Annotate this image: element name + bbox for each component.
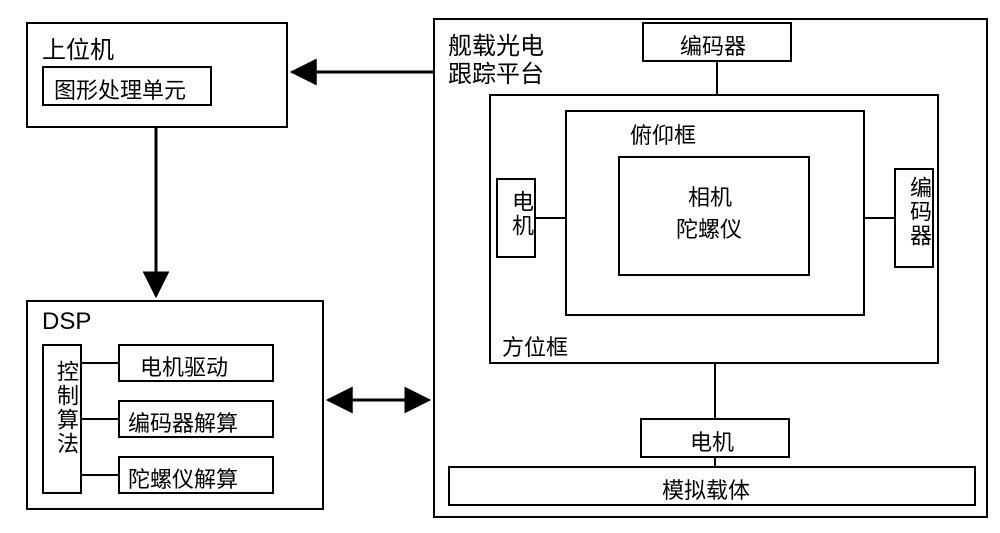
motor-drive-label: 电机驱动 bbox=[140, 350, 228, 382]
encoder-solve-label: 编码器解算 bbox=[128, 406, 238, 438]
azimuth-label: 方位框 bbox=[502, 330, 568, 362]
diagram-canvas: 上位机 图形处理单元 DSP 控制算法 电机驱动 编码器解算 陀螺仪解算 舰载光… bbox=[0, 0, 1000, 533]
dsp-title: DSP bbox=[42, 308, 91, 336]
camera-l1: 相机 bbox=[688, 180, 732, 212]
pitch-label: 俯仰框 bbox=[630, 118, 696, 150]
motor-bottom-label: 电机 bbox=[690, 425, 734, 457]
platform-title-l2: 跟踪平台 bbox=[448, 54, 544, 89]
camera-l2: 陀螺仪 bbox=[676, 212, 742, 244]
carrier-label: 模拟载体 bbox=[662, 473, 750, 505]
upper-host-title: 上位机 bbox=[42, 30, 114, 65]
encoder-top-label: 编码器 bbox=[680, 29, 746, 61]
encoder-right-label: 编码器 bbox=[903, 176, 935, 248]
gpu-label: 图形处理单元 bbox=[54, 73, 186, 105]
motor-left-label: 电机 bbox=[505, 190, 537, 238]
gyro-solve-label: 陀螺仪解算 bbox=[128, 462, 238, 494]
ctrl-algo-label: 控制算法 bbox=[50, 360, 82, 456]
